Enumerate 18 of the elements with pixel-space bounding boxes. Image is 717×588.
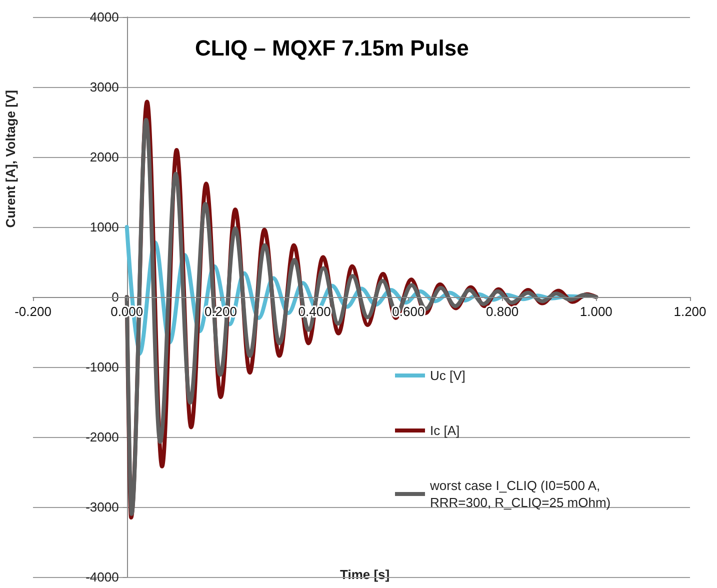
y-tick-label: 1000: [90, 220, 119, 234]
x-tick-label: 0.800: [486, 304, 519, 319]
x-tick-label: 0.200: [204, 304, 237, 319]
text: CLIQ – MQXF 7.15m Pulse: [195, 36, 469, 60]
legend-label: Uc [V]: [430, 368, 466, 383]
x-tick-label: -0.200: [14, 304, 52, 319]
legend-label: Ic [A]: [430, 423, 460, 438]
x-tick-label: 1.200: [674, 304, 706, 319]
legend-label: worst case I_CLIQ (I0=500 A, RRR=300, R_CLIQ=25 mOhm): [429, 478, 611, 510]
y-tick-label: -4000: [86, 570, 119, 584]
y-tick-label: -2000: [86, 430, 119, 444]
y-tick-label: -1000: [86, 360, 119, 374]
x-tick-label: 1.000: [580, 304, 612, 319]
y-axis-title: Curent [A], Voltage [V]: [3, 90, 18, 228]
y-tick-label: 2000: [90, 150, 119, 164]
y-tick-label: 4000: [90, 10, 119, 24]
y-tick-label: -3000: [86, 500, 119, 514]
y-tick-label: 3000: [90, 80, 119, 94]
